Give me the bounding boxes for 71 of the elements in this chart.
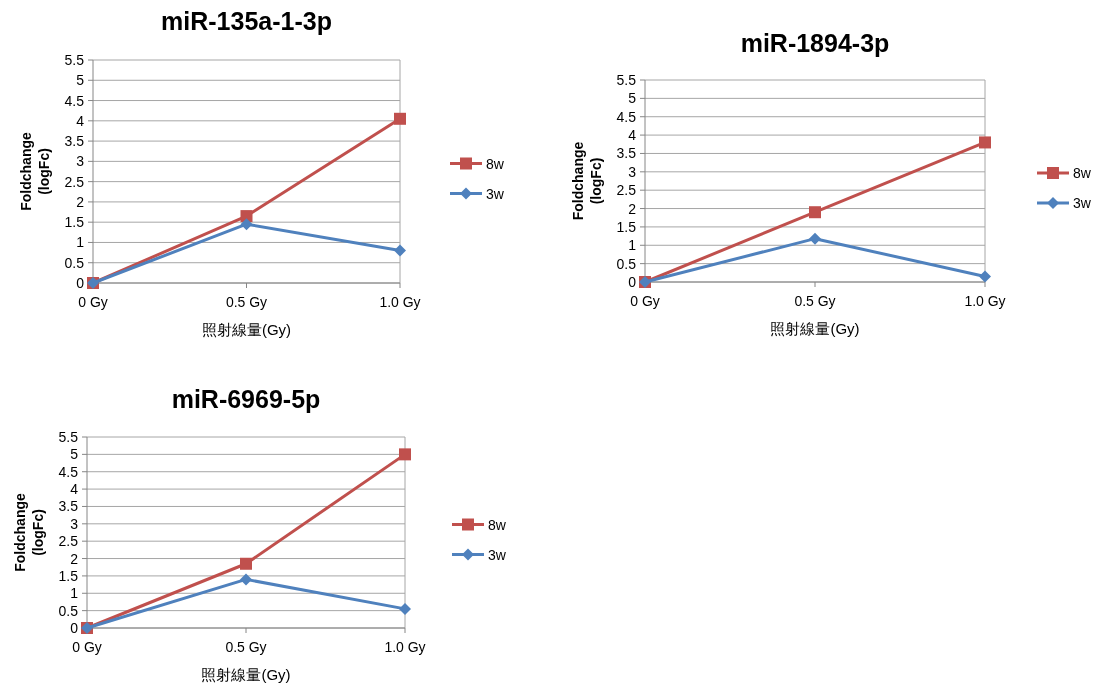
x-tick-label: 0 Gy bbox=[72, 639, 102, 655]
y-tick-label: 4 bbox=[70, 481, 79, 498]
y-tick-label: 0.5 bbox=[616, 255, 637, 272]
legend-label: 8w bbox=[486, 155, 505, 172]
y-tick-label: 4.5 bbox=[64, 92, 85, 109]
y-tick-label: 5.5 bbox=[64, 52, 85, 68]
y-tick-label: 3 bbox=[76, 153, 85, 170]
legend-label: 3w bbox=[488, 546, 507, 563]
chart-title: miR-135a-1-3p bbox=[161, 7, 332, 35]
y-tick-label: 2.5 bbox=[64, 173, 85, 190]
y-tick-label: 0 bbox=[628, 274, 637, 290]
y-tick-label: 4 bbox=[628, 127, 637, 144]
y-tick-label: 0.5 bbox=[58, 602, 79, 619]
chart-title: miR-6969-5p bbox=[171, 385, 321, 413]
y-tick-label: 2.5 bbox=[58, 533, 79, 550]
point bbox=[394, 244, 406, 257]
y-tick-label: 5 bbox=[628, 90, 637, 107]
x-tick-label: 0 Gy bbox=[78, 294, 108, 310]
x-axis-title: 照射線量(Gy) bbox=[770, 320, 860, 337]
y-tick-label: 1 bbox=[628, 237, 637, 254]
point bbox=[979, 270, 991, 283]
y-tick-label: 2 bbox=[76, 193, 85, 210]
x-axis-title: 照射線量(Gy) bbox=[201, 321, 292, 338]
y-tick-label: 5 bbox=[76, 72, 85, 89]
x-axis-title: 照射線量(Gy) bbox=[201, 666, 291, 683]
x-tick-label: 0.5 Gy bbox=[225, 294, 268, 310]
y-tick-label: 3 bbox=[70, 515, 79, 532]
point bbox=[399, 602, 411, 615]
y-tick-label: 3.5 bbox=[616, 145, 637, 162]
y-axis-title: Foldchange (logFc) bbox=[12, 493, 46, 572]
y-axis-title: Foldchange (logFc) bbox=[570, 141, 604, 221]
y-tick-label: 1 bbox=[76, 234, 85, 251]
point bbox=[240, 218, 253, 231]
x-tick-label: 0 Gy bbox=[630, 293, 660, 309]
y-tick-label: 5.5 bbox=[616, 72, 637, 88]
y-tick-label: 0 bbox=[76, 275, 85, 291]
y-tick-label: 4.5 bbox=[58, 463, 79, 480]
legend-label: 3w bbox=[1073, 195, 1092, 211]
y-tick-label: 3.5 bbox=[64, 133, 85, 150]
point bbox=[240, 557, 252, 570]
x-tick-label: 1.0 Gy bbox=[964, 293, 1006, 309]
x-tick-label: 1.0 Gy bbox=[384, 639, 426, 655]
y-tick-label: 5 bbox=[70, 446, 79, 463]
x-tick-label: 1.0 Gy bbox=[379, 294, 421, 310]
y-tick-label: 0.5 bbox=[64, 254, 85, 271]
y-tick-label: 3.5 bbox=[58, 498, 79, 515]
legend-label: 3w bbox=[486, 185, 505, 202]
point bbox=[979, 136, 991, 149]
y-tick-label: 1.5 bbox=[616, 218, 637, 235]
y-tick-label: 0 bbox=[70, 620, 79, 636]
y-tick-label: 2 bbox=[70, 550, 79, 567]
y-tick-label: 5.5 bbox=[58, 429, 79, 445]
point bbox=[399, 448, 411, 461]
y-tick-label: 1.5 bbox=[58, 567, 79, 584]
x-tick-label: 0.5 Gy bbox=[225, 639, 267, 655]
y-axis-title: Foldchange (logFc) bbox=[18, 132, 52, 211]
point bbox=[240, 573, 252, 586]
x-tick-label: 0.5 Gy bbox=[794, 293, 836, 309]
y-tick-label: 1 bbox=[70, 585, 79, 602]
point bbox=[809, 206, 821, 219]
y-tick-label: 4 bbox=[76, 112, 85, 129]
y-tick-label: 1.5 bbox=[64, 214, 85, 231]
legend-label: 8w bbox=[488, 516, 507, 533]
y-tick-label: 2.5 bbox=[616, 182, 637, 199]
y-tick-label: 3 bbox=[628, 163, 637, 180]
point bbox=[809, 232, 821, 245]
y-tick-label: 2 bbox=[628, 200, 637, 217]
point bbox=[394, 112, 406, 125]
chart-title: miR-1894-3p bbox=[740, 29, 890, 57]
y-tick-label: 4.5 bbox=[616, 108, 637, 125]
legend-label: 8w bbox=[1073, 165, 1092, 181]
